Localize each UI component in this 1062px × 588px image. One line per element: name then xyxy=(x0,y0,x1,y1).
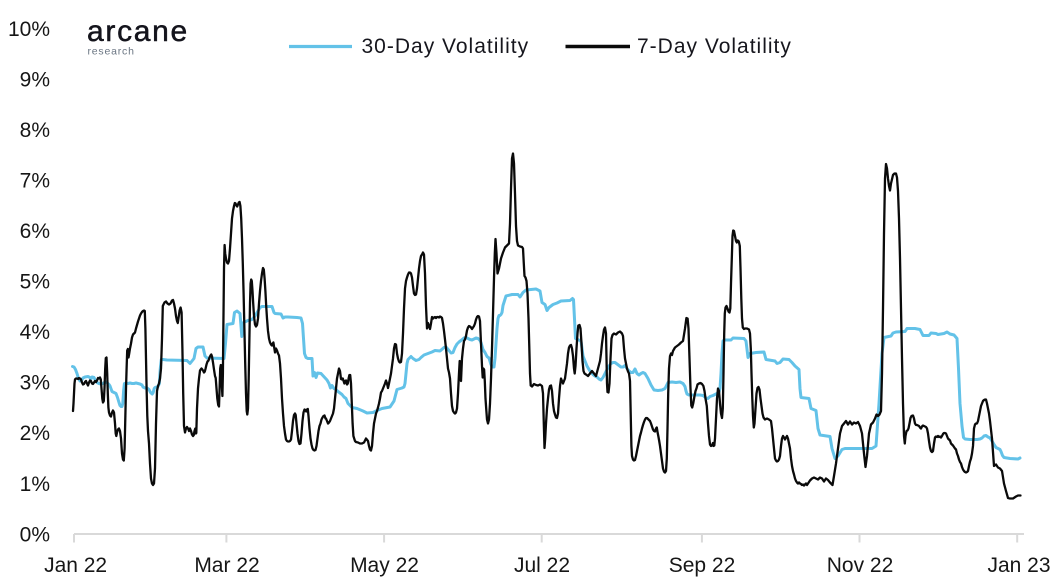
svg-text:May 22: May 22 xyxy=(350,554,419,577)
svg-text:9%: 9% xyxy=(20,68,50,91)
svg-text:10%: 10% xyxy=(8,18,50,41)
svg-text:Mar 22: Mar 22 xyxy=(194,554,259,577)
svg-text:5%: 5% xyxy=(20,271,50,294)
svg-text:Jul 22: Jul 22 xyxy=(514,554,570,577)
svg-text:Jan 23: Jan 23 xyxy=(987,554,1050,577)
svg-text:arcane: arcane xyxy=(87,15,189,48)
svg-text:Sep 22: Sep 22 xyxy=(669,554,736,577)
svg-text:7-Day Volatility: 7-Day Volatility xyxy=(637,35,792,58)
svg-text:research: research xyxy=(88,46,135,58)
svg-text:Nov 22: Nov 22 xyxy=(827,554,894,577)
svg-text:3%: 3% xyxy=(20,372,50,395)
svg-text:Jan 22: Jan 22 xyxy=(44,554,107,577)
svg-text:30-Day Volatility: 30-Day Volatility xyxy=(362,35,530,58)
svg-text:8%: 8% xyxy=(20,119,50,142)
svg-text:4%: 4% xyxy=(20,321,50,344)
svg-text:6%: 6% xyxy=(20,220,50,243)
svg-text:1%: 1% xyxy=(20,473,50,496)
svg-text:0%: 0% xyxy=(20,523,50,546)
svg-text:7%: 7% xyxy=(20,170,50,193)
svg-text:2%: 2% xyxy=(20,422,50,445)
